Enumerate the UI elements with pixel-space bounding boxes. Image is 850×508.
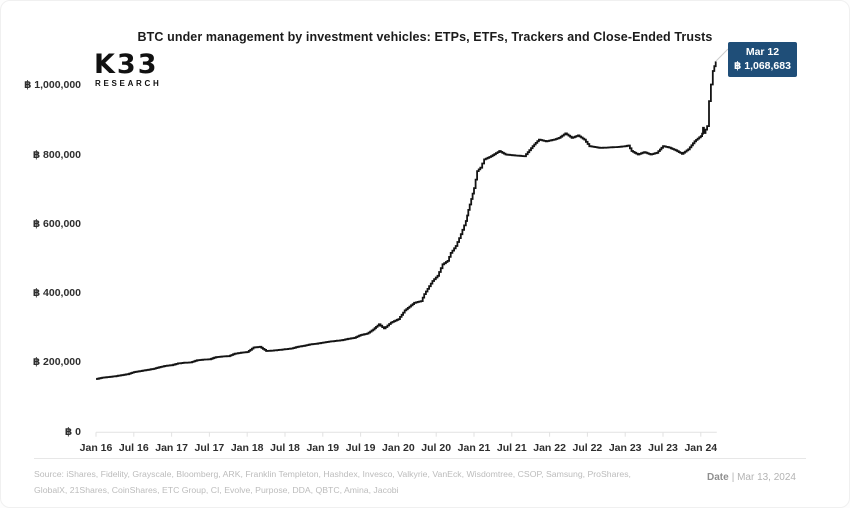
x-axis-label: Jul 19 xyxy=(345,442,376,454)
chart-title: BTC under management by investment vehic… xyxy=(137,30,713,44)
x-axis-label: Jan 18 xyxy=(230,442,264,454)
date-label: Date xyxy=(707,472,729,483)
annotation-value: ฿ 1,068,683 xyxy=(734,60,791,73)
date-value: | Mar 13, 2024 xyxy=(731,472,796,483)
x-axis-label: Jan 21 xyxy=(457,442,491,454)
x-axis-label: Jan 22 xyxy=(533,442,566,454)
x-axis-label: Jan 24 xyxy=(684,442,718,454)
x-axis-label: Jul 22 xyxy=(572,442,603,454)
x-axis-label: Jul 18 xyxy=(270,442,300,454)
source-attribution: Source: iShares, Fidelity, Grayscale, Bl… xyxy=(34,466,664,498)
x-axis-label: Jul 17 xyxy=(194,442,225,454)
y-axis-label: ฿ 400,000 xyxy=(32,287,81,300)
chart-date: Date | Mar 13, 2024 xyxy=(707,472,796,483)
x-axis-label: Jan 20 xyxy=(382,442,415,454)
logo-subtitle: RESEARCH xyxy=(95,79,162,88)
annotation-date: Mar 12 xyxy=(745,46,780,58)
x-axis-label: Jan 23 xyxy=(608,442,642,454)
x-axis-label: Jan 16 xyxy=(79,442,113,454)
x-axis-label: Jul 20 xyxy=(421,442,452,454)
x-axis-label: Jul 16 xyxy=(118,442,149,454)
y-axis-label: ฿ 1,000,000 xyxy=(24,79,81,92)
source-line-2: GlobalX, 21Shares, CoinShares, ETC Group… xyxy=(34,485,399,496)
source-line-1: Source: iShares, Fidelity, Grayscale, Bl… xyxy=(34,469,631,479)
footer-divider xyxy=(34,458,806,459)
k33-research-logo: K33 RESEARCH xyxy=(94,51,162,88)
x-axis-label: Jul 21 xyxy=(496,442,527,454)
y-axis-label: ฿ 800,000 xyxy=(32,148,81,161)
x-axis-label: Jan 17 xyxy=(155,442,188,454)
x-axis-label: Jan 19 xyxy=(306,442,340,454)
y-axis-label: ฿ 0 xyxy=(64,425,81,438)
annotation-connector xyxy=(715,48,729,62)
annotation-tooltip: Mar 12 ฿ 1,068,683 xyxy=(728,42,797,78)
btc-aum-line xyxy=(96,61,717,380)
y-axis-label: ฿ 600,000 xyxy=(32,217,81,230)
x-axis-label: Jul 23 xyxy=(648,442,678,454)
logo-wordmark: K33 xyxy=(94,49,159,80)
y-axis-label: ฿ 200,000 xyxy=(32,356,81,369)
